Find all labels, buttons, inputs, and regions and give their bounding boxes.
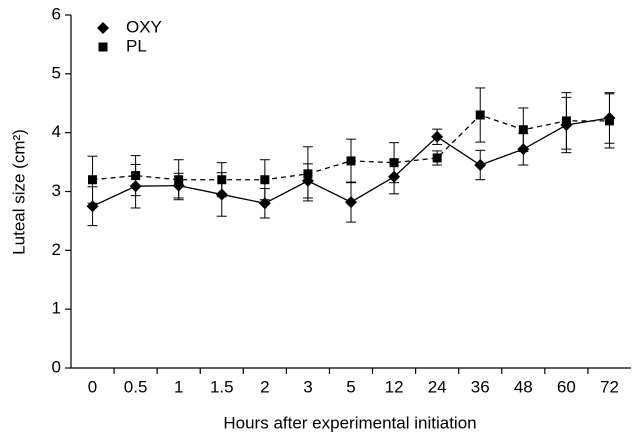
x-tick-label: 1 bbox=[174, 377, 183, 396]
marker bbox=[475, 110, 485, 120]
y-axis-title: Luteal size (cm²) bbox=[9, 129, 28, 255]
y-tick-label: 3 bbox=[52, 181, 61, 200]
marker bbox=[174, 175, 184, 185]
marker bbox=[604, 116, 614, 126]
marker bbox=[345, 196, 357, 209]
marker bbox=[260, 175, 270, 185]
y-tick-label: 2 bbox=[52, 240, 61, 259]
legend-label: PL bbox=[126, 36, 147, 55]
x-tick-label: 3 bbox=[303, 377, 312, 396]
y-tick-label: 5 bbox=[52, 63, 61, 82]
x-tick-label: 12 bbox=[385, 377, 404, 396]
marker bbox=[97, 22, 109, 34]
y-tick-label: 6 bbox=[52, 4, 61, 23]
x-tick-label: 0.5 bbox=[124, 377, 148, 396]
x-tick-label: 1.5 bbox=[210, 377, 234, 396]
y-tick-label: 1 bbox=[52, 299, 61, 318]
x-tick-label: 24 bbox=[428, 377, 447, 396]
x-tick-label: 0 bbox=[88, 377, 97, 396]
x-tick-label: 2 bbox=[260, 377, 269, 396]
legend-label: OXY bbox=[126, 17, 162, 36]
marker bbox=[346, 156, 356, 166]
marker bbox=[431, 130, 444, 143]
x-tick-label: 36 bbox=[471, 377, 490, 396]
x-tick-label: 60 bbox=[557, 377, 576, 396]
marker bbox=[303, 169, 313, 179]
marker bbox=[88, 175, 98, 185]
x-axis-title: Hours after experimental initiation bbox=[223, 413, 476, 432]
marker bbox=[258, 197, 271, 210]
y-tick-label: 0 bbox=[52, 357, 61, 376]
marker bbox=[474, 159, 487, 172]
marker bbox=[518, 125, 528, 135]
x-tick-label: 48 bbox=[514, 377, 533, 396]
marker bbox=[98, 42, 108, 52]
marker bbox=[217, 175, 227, 185]
marker bbox=[432, 153, 442, 163]
x-tick-label: 5 bbox=[346, 377, 355, 396]
marker bbox=[561, 116, 571, 126]
x-tick-label: 72 bbox=[600, 377, 619, 396]
marker bbox=[389, 158, 399, 168]
marker bbox=[131, 171, 141, 181]
y-tick-label: 4 bbox=[52, 122, 61, 141]
